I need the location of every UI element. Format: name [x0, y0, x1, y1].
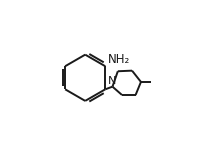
Text: N: N: [108, 76, 116, 86]
Text: NH₂: NH₂: [108, 53, 130, 66]
